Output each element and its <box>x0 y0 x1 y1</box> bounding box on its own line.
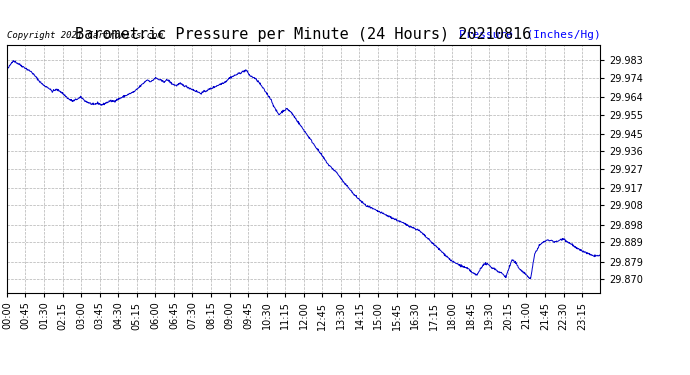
Text: Pressure  (Inches/Hg): Pressure (Inches/Hg) <box>459 30 600 40</box>
Text: Copyright 2021 Cartronics.com: Copyright 2021 Cartronics.com <box>7 31 163 40</box>
Title: Barometric Pressure per Minute (24 Hours) 20210816: Barometric Pressure per Minute (24 Hours… <box>75 27 532 42</box>
